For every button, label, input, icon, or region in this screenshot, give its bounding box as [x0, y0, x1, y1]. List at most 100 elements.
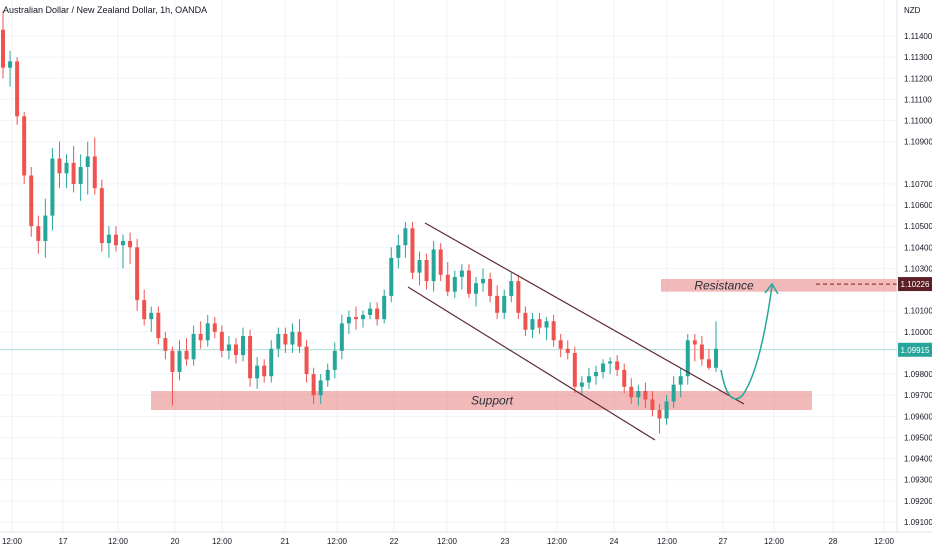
candle[interactable]: [1, 10, 5, 79]
candle[interactable]: [516, 274, 521, 320]
candle[interactable]: [608, 357, 613, 375]
candle[interactable]: [149, 306, 154, 332]
candles-layer[interactable]: [1, 10, 718, 434]
candle[interactable]: [431, 240, 436, 292]
candle[interactable]: [205, 314, 210, 347]
candle[interactable]: [36, 215, 41, 254]
candle[interactable]: [346, 310, 351, 334]
candle[interactable]: [325, 363, 330, 387]
candle[interactable]: [318, 374, 323, 404]
candle[interactable]: [481, 268, 486, 292]
candle[interactable]: [15, 57, 20, 125]
candle[interactable]: [375, 302, 380, 326]
candle[interactable]: [50, 147, 55, 231]
candle[interactable]: [664, 395, 669, 425]
resistance-zone[interactable]: [661, 279, 897, 292]
candle[interactable]: [241, 327, 246, 362]
candle[interactable]: [382, 289, 387, 324]
candle[interactable]: [488, 272, 493, 303]
candle[interactable]: [191, 325, 196, 366]
candle[interactable]: [163, 331, 168, 360]
candle[interactable]: [466, 264, 471, 299]
candle[interactable]: [706, 348, 711, 370]
candle[interactable]: [509, 272, 514, 303]
candle[interactable]: [170, 346, 175, 406]
candle[interactable]: [438, 243, 443, 282]
candle[interactable]: [671, 376, 676, 408]
candle[interactable]: [586, 367, 591, 389]
candle[interactable]: [523, 306, 528, 337]
candle[interactable]: [297, 319, 302, 353]
candle[interactable]: [248, 329, 253, 387]
candle[interactable]: [184, 338, 189, 366]
candle[interactable]: [113, 226, 118, 252]
candle[interactable]: [226, 336, 231, 360]
candle[interactable]: [473, 276, 478, 307]
candle[interactable]: [417, 251, 422, 286]
candle[interactable]: [615, 355, 620, 377]
candle[interactable]: [601, 359, 606, 379]
candle[interactable]: [233, 338, 238, 364]
candle[interactable]: [678, 367, 683, 398]
candle[interactable]: [212, 317, 217, 339]
candle[interactable]: [142, 289, 147, 326]
candle[interactable]: [57, 141, 62, 189]
candle[interactable]: [445, 262, 450, 296]
channel-lower-line[interactable]: [407, 286, 656, 441]
price-axis[interactable]: 1.11400 1.11300 1.11200 1.11100 1.11000 1.109…: [898, 32, 932, 527]
candle[interactable]: [156, 306, 161, 345]
candle[interactable]: [121, 234, 126, 269]
candle[interactable]: [78, 154, 83, 201]
candle[interactable]: [332, 342, 337, 379]
candle[interactable]: [558, 333, 563, 358]
candle[interactable]: [530, 312, 535, 339]
drawings-layer[interactable]: [407, 222, 897, 441]
candle[interactable]: [403, 221, 408, 258]
candle[interactable]: [304, 340, 309, 383]
candle[interactable]: [43, 198, 48, 258]
candle[interactable]: [629, 378, 634, 404]
candle[interactable]: [410, 221, 415, 279]
candle[interactable]: [8, 50, 13, 87]
candle[interactable]: [22, 112, 27, 184]
candle[interactable]: [269, 340, 274, 383]
candle[interactable]: [544, 317, 549, 341]
candle[interactable]: [424, 253, 429, 290]
candle[interactable]: [685, 333, 690, 385]
candle[interactable]: [495, 285, 500, 320]
candle[interactable]: [551, 314, 556, 347]
channel-upper-line[interactable]: [424, 222, 745, 405]
candle[interactable]: [699, 336, 704, 366]
candle[interactable]: [198, 321, 203, 349]
candle[interactable]: [99, 179, 104, 252]
candle[interactable]: [502, 289, 507, 320]
projection-arrow-path[interactable]: [720, 285, 773, 400]
candle[interactable]: [565, 340, 570, 360]
candle[interactable]: [262, 359, 267, 383]
candle[interactable]: [255, 357, 260, 389]
candle[interactable]: [389, 247, 394, 303]
candle[interactable]: [396, 234, 401, 269]
candle[interactable]: [71, 145, 76, 193]
candle[interactable]: [128, 232, 133, 265]
candle[interactable]: [339, 314, 344, 360]
candle[interactable]: [537, 312, 542, 334]
candle[interactable]: [361, 310, 366, 328]
candle[interactable]: [579, 376, 584, 396]
candle[interactable]: [64, 154, 69, 189]
candle[interactable]: [106, 226, 111, 258]
candle[interactable]: [135, 238, 140, 311]
candle[interactable]: [29, 167, 34, 237]
candle[interactable]: [657, 403, 662, 434]
candle[interactable]: [92, 137, 97, 195]
candle[interactable]: [593, 365, 598, 385]
candle[interactable]: [650, 390, 655, 417]
candle[interactable]: [177, 340, 182, 381]
candle[interactable]: [643, 382, 648, 408]
candle[interactable]: [311, 367, 316, 404]
candle[interactable]: [622, 363, 627, 394]
candle[interactable]: [283, 327, 288, 353]
candle[interactable]: [290, 323, 295, 353]
